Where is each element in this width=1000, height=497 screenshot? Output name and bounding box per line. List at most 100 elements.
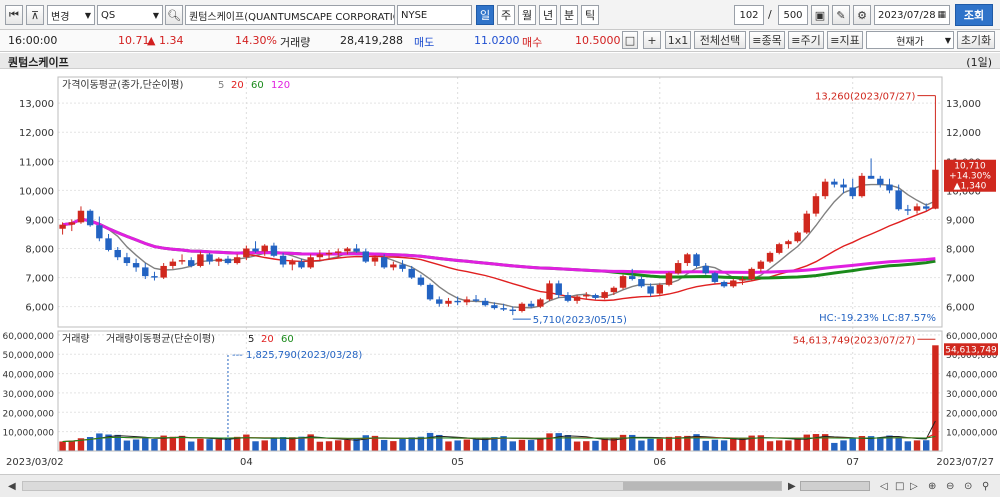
- chart-labels: 6,000 6,000 7,000 7,000 8,000 8,000 9,000 9,000…: [2, 78, 998, 468]
- candle-body: [390, 264, 397, 268]
- company-name: 퀀텀스케이프(QUANTUMSCAPE CORPORATION): [189, 11, 395, 23]
- volume-tick-left: 40,000,000: [2, 371, 54, 381]
- candle-body: [500, 308, 507, 310]
- reset-button[interactable]: 초기화: [957, 31, 995, 49]
- volume-tick-left: 20,000,000: [2, 409, 54, 419]
- pen-icon[interactable]: ✎: [832, 5, 850, 25]
- zoom-reset-icon[interactable]: ⊙: [964, 481, 973, 492]
- volume-bar: [730, 438, 737, 451]
- volume-ma-line-60: [62, 436, 936, 442]
- zoom-out-icon[interactable]: ⊖: [946, 481, 955, 492]
- indicator-button[interactable]: ≡지표: [827, 31, 863, 49]
- symbol-input[interactable]: QS ▼: [97, 5, 163, 25]
- candle-body: [68, 222, 75, 225]
- scroll-right-icon[interactable]: ▶: [788, 481, 796, 492]
- count-input[interactable]: 102: [734, 5, 764, 25]
- search-icon[interactable]: 🔍︎: [165, 5, 183, 25]
- zoom-slider[interactable]: [800, 481, 870, 491]
- volume-bar: [693, 434, 700, 451]
- volume-value: 28,419,288: [340, 34, 403, 47]
- last-price-tag-text-0: 10,710: [954, 162, 986, 172]
- candle-body: [142, 267, 149, 277]
- ma-legend-60: 60: [251, 80, 264, 91]
- ma-legend-20: 20: [231, 80, 244, 91]
- volume-bar: [353, 438, 360, 451]
- price-ma-line-120: [62, 217, 936, 274]
- volume-bar: [638, 440, 645, 451]
- layout-button[interactable]: 1x1: [665, 31, 691, 49]
- month-label: 05: [451, 457, 464, 468]
- zoom-in-icon[interactable]: ⊕: [928, 481, 937, 492]
- volume-bar: [509, 441, 516, 451]
- volume-ma-legend-5: 5: [248, 334, 254, 345]
- low-annotation: 5,710(2023/05/15): [533, 315, 627, 326]
- first-page-icon[interactable]: ⏮: [5, 5, 23, 25]
- chevron-down-icon: ▼: [84, 10, 91, 20]
- volume-bar: [886, 435, 893, 451]
- volume-bar: [169, 436, 177, 451]
- cycle-button[interactable]: ≡주기: [788, 31, 824, 49]
- scroll-bar[interactable]: ◀ ▶ ◁ □ ▷ ⊕ ⊖ ⊙ ⚲: [0, 474, 1000, 497]
- total-input[interactable]: 500: [778, 5, 808, 25]
- prev-icon[interactable]: ◁: [880, 481, 888, 492]
- period-tab-4[interactable]: 분: [560, 5, 578, 25]
- period-tab-3[interactable]: 년: [539, 5, 557, 25]
- volume-bar: [261, 440, 268, 451]
- candle-body: [399, 264, 406, 269]
- candle-body: [463, 299, 471, 303]
- checkbox-icon[interactable]: □: [622, 31, 638, 49]
- price-panel-frame: [57, 76, 943, 328]
- magnify-icon[interactable]: ⚲: [982, 481, 990, 492]
- plus-button[interactable]: +: [643, 31, 661, 49]
- volume-bar: [766, 441, 774, 451]
- volume-bar: [546, 433, 553, 451]
- quote-time: 16:00:00: [8, 34, 58, 47]
- item-button[interactable]: ≡종목: [749, 31, 785, 49]
- price-tick-right: 13,000: [946, 99, 981, 110]
- search-button[interactable]: 조회: [955, 4, 993, 26]
- price-tick-right: 9,000: [946, 215, 975, 226]
- save-icon[interactable]: ▣: [811, 5, 829, 25]
- stop-icon[interactable]: □: [895, 481, 905, 492]
- period-tab-5[interactable]: 틱: [581, 5, 599, 25]
- volume-legend: 거래량: [62, 333, 90, 345]
- volume-bar: [656, 438, 663, 451]
- price-tick-left: 12,000: [19, 128, 54, 139]
- period-tab-0[interactable]: 일: [476, 5, 494, 25]
- period-tab-2[interactable]: 월: [518, 5, 536, 25]
- date-input[interactable]: 2023/07/28 ▦: [874, 5, 950, 25]
- volume-bar: [224, 438, 232, 451]
- volume-bar: [426, 432, 434, 451]
- price-legend: 가격이동평균(종가,단순이평): [62, 78, 183, 91]
- next-icon[interactable]: ▷: [910, 481, 918, 492]
- price-tick-right: 10,000: [946, 186, 981, 197]
- period-tab-1[interactable]: 주: [497, 5, 515, 25]
- scroll-track[interactable]: [22, 481, 782, 491]
- volume-bar: [821, 434, 829, 451]
- stock-chart[interactable]: 6,000 6,000 7,000 7,000 8,000 8,000 9,000 9,000…: [0, 69, 1000, 474]
- pin-icon[interactable]: ⊼: [26, 5, 44, 25]
- change-select[interactable]: 변경 ▼: [47, 5, 95, 25]
- volume-bar: [77, 438, 85, 451]
- volume-tick-left: 10,000,000: [2, 429, 54, 439]
- settings-icon[interactable]: ⚙: [853, 5, 871, 25]
- candle-body: [344, 248, 351, 252]
- scroll-thumb[interactable]: [623, 482, 781, 490]
- candle-body: [243, 248, 250, 258]
- volume-bar: [233, 436, 241, 451]
- candle-body: [224, 258, 232, 264]
- price-tick-right: 8,000: [946, 245, 975, 256]
- volume-panel-frame: [57, 330, 943, 452]
- volume-bar: [472, 439, 480, 451]
- scroll-left-icon[interactable]: ◀: [8, 481, 16, 492]
- volume-bar: [629, 434, 636, 451]
- volume-bar: [665, 436, 673, 451]
- volume-bar: [757, 435, 765, 451]
- candle-body: [583, 295, 590, 297]
- candle-body: [904, 209, 912, 211]
- candle-body: [932, 169, 939, 209]
- price-tick-left: 8,000: [25, 245, 54, 256]
- candle-body: [923, 206, 930, 209]
- select-all-button[interactable]: 전체선택: [694, 31, 746, 49]
- price-type-select[interactable]: 현재가 ▼: [866, 31, 954, 49]
